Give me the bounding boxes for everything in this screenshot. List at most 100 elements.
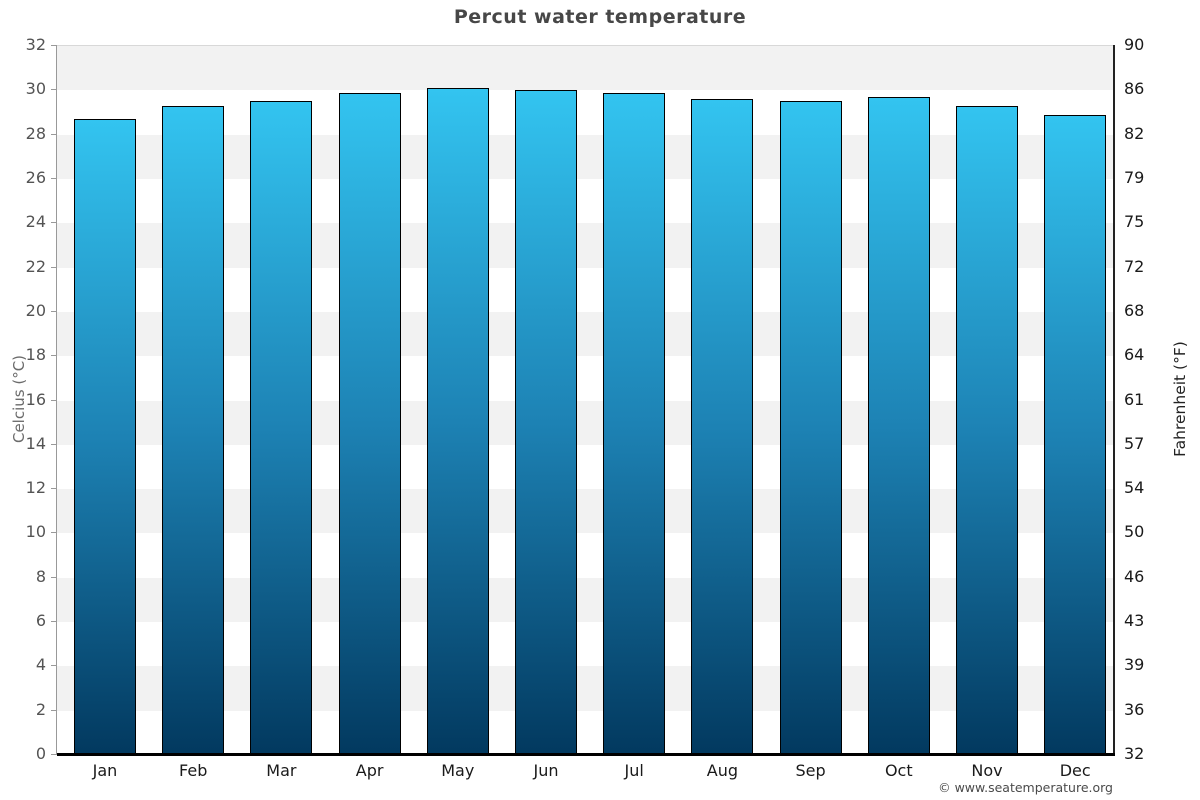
y-tick-mark-left-0	[51, 754, 56, 755]
y-tick-left-22: 22	[25, 256, 46, 276]
y-tick-mark-left-24	[51, 222, 56, 224]
y-tick-left-16: 16	[25, 389, 46, 409]
bar-may	[426, 88, 489, 755]
y-tick-left-24: 24	[25, 212, 46, 232]
y-tick-mark-left-8	[51, 576, 56, 578]
grid-band	[57, 577, 1113, 623]
grid-band	[57, 178, 1113, 224]
chart-title: Percut water temperature	[453, 6, 747, 28]
y-tick-right-72: 72	[1124, 256, 1145, 276]
bar-jun	[515, 90, 577, 755]
y-tick-left-26: 26	[25, 167, 46, 187]
y-tick-left-10: 10	[25, 522, 46, 542]
y-tick-left-8: 8	[35, 566, 46, 586]
x-tick-jan: Jan	[92, 761, 118, 780]
bar-oct	[867, 96, 930, 755]
copyright-text: © www.seatemperature.org	[938, 780, 1113, 795]
y-tick-right-46: 46	[1124, 566, 1145, 586]
x-tick-oct: Oct	[884, 761, 913, 780]
y-tick-right-68: 68	[1124, 300, 1145, 320]
bar-jan	[74, 119, 136, 755]
y-tick-right-90: 90	[1124, 35, 1145, 54]
y-tick-left-30: 30	[25, 79, 46, 99]
grid-band	[57, 533, 1113, 578]
grid-band	[57, 90, 1113, 135]
grid-band	[57, 223, 1113, 268]
bar-aug	[691, 99, 754, 755]
y-tick-right-54: 54	[1124, 478, 1145, 498]
bar-feb	[162, 105, 225, 755]
y-tick-right-79: 79	[1124, 167, 1145, 187]
y-tick-mark-left-10	[51, 532, 56, 534]
y-tick-right-57: 57	[1124, 433, 1145, 453]
bar-sep	[779, 101, 842, 755]
x-tick-apr: Apr	[355, 761, 384, 780]
y-tick-left-18: 18	[25, 345, 46, 365]
y-axis-title-left: Celcius (°C)	[10, 354, 28, 444]
y-tick-mark-left-18	[51, 355, 56, 357]
y-tick-left-0: 0	[35, 744, 46, 763]
y-axis-title-right: Fahrenheit (°F)	[1171, 341, 1189, 457]
x-tick-jul: Jul	[624, 761, 644, 780]
y-axis-line-right	[1113, 45, 1115, 755]
x-tick-mar: Mar	[266, 761, 297, 780]
y-tick-left-32: 32	[25, 35, 46, 54]
grid-band	[57, 444, 1113, 490]
grid-band	[57, 356, 1113, 401]
bar-nov	[956, 105, 1018, 755]
y-axis-line-left	[56, 45, 57, 755]
y-tick-right-64: 64	[1124, 345, 1145, 365]
x-tick-dec: Dec	[1059, 761, 1091, 780]
y-tick-left-4: 4	[35, 655, 46, 675]
y-tick-mark-left-16	[51, 399, 56, 401]
y-tick-right-50: 50	[1124, 522, 1145, 542]
y-tick-mark-left-4	[51, 665, 56, 667]
grid-band	[57, 134, 1113, 179]
y-tick-left-6: 6	[35, 611, 46, 631]
grid-band	[57, 622, 1113, 667]
y-tick-right-86: 86	[1124, 79, 1145, 99]
y-tick-right-36: 36	[1124, 699, 1145, 719]
y-tick-mark-left-26	[51, 177, 56, 179]
y-tick-mark-left-30	[51, 89, 56, 91]
y-tick-mark-left-6	[51, 621, 56, 623]
y-tick-left-14: 14	[25, 433, 46, 453]
y-tick-mark-left-12	[51, 488, 56, 490]
bar-mar	[250, 101, 313, 755]
x-tick-may: May	[441, 761, 475, 780]
y-tick-mark-left-2	[51, 709, 56, 711]
grid-band	[57, 311, 1113, 357]
grid-band	[57, 710, 1113, 755]
y-tick-right-43: 43	[1124, 611, 1145, 631]
x-tick-aug: Aug	[706, 761, 739, 780]
x-axis-line	[57, 753, 1115, 756]
grid-band	[57, 666, 1113, 711]
bar-jul	[603, 92, 666, 755]
y-tick-right-82: 82	[1124, 123, 1145, 143]
y-tick-mark-left-22	[51, 266, 56, 268]
y-tick-mark-left-28	[51, 133, 56, 135]
grid-band	[57, 400, 1113, 445]
y-tick-right-32: 32	[1124, 744, 1145, 763]
y-tick-right-39: 39	[1124, 655, 1145, 675]
grid-band	[57, 46, 1113, 91]
grid-band	[57, 267, 1113, 312]
y-tick-right-75: 75	[1124, 212, 1145, 232]
y-tick-mark-left-32	[51, 45, 56, 46]
y-tick-left-2: 2	[35, 699, 46, 719]
grid-band	[57, 489, 1113, 534]
x-tick-nov: Nov	[971, 761, 1003, 780]
x-tick-feb: Feb	[179, 761, 208, 780]
y-tick-left-12: 12	[25, 478, 46, 498]
y-tick-right-61: 61	[1124, 389, 1145, 409]
y-tick-mark-left-14	[51, 443, 56, 445]
y-tick-mark-left-20	[51, 310, 56, 312]
y-tick-left-28: 28	[25, 123, 46, 143]
bar-dec	[1044, 114, 1107, 755]
y-tick-left-20: 20	[25, 300, 46, 320]
x-tick-jun: Jun	[533, 761, 559, 780]
x-tick-sep: Sep	[795, 761, 826, 780]
bar-apr	[338, 92, 401, 755]
plot-area	[57, 45, 1113, 755]
